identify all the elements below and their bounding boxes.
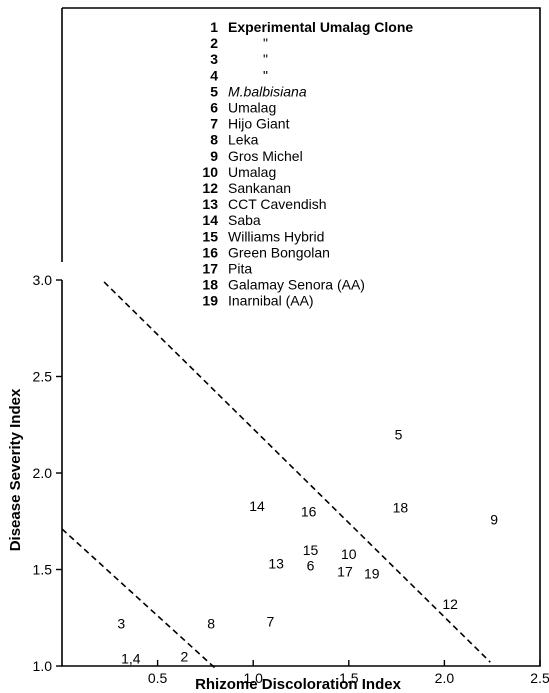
legend-entry: Gros Michel bbox=[228, 148, 303, 164]
legend-entry: Galamay Senora (AA) bbox=[228, 277, 365, 293]
point-label-8: 8 bbox=[207, 616, 215, 632]
legend-number: 14 bbox=[202, 212, 218, 228]
point-label-13: 13 bbox=[268, 556, 284, 572]
legend-number: 10 bbox=[202, 164, 218, 180]
legend-entry: Umalag bbox=[228, 164, 276, 180]
legend-entry: Green Bongolan bbox=[228, 244, 330, 260]
point-label-6: 6 bbox=[307, 558, 315, 574]
point-label-7: 7 bbox=[267, 614, 275, 630]
point-label-14: 14 bbox=[249, 498, 265, 514]
data-point-labels: 1,4 2 3 5 7 8 9 10 12 13 14 15 16 17 18 19 6 bbox=[117, 426, 498, 666]
legend-entry: CCT Cavendish bbox=[228, 196, 327, 212]
x-axis-title: Rhizome Discoloration Index bbox=[195, 676, 402, 693]
legend-number: 19 bbox=[202, 293, 218, 309]
x-tick-label: 2.5 bbox=[530, 670, 549, 686]
legend-entry: " bbox=[263, 67, 268, 83]
point-label-19: 19 bbox=[364, 565, 380, 581]
y-axis-title: Disease Severity Index bbox=[7, 388, 24, 551]
legend-number: 18 bbox=[202, 277, 218, 293]
point-label-12: 12 bbox=[442, 596, 458, 612]
legend-entry: Pita bbox=[228, 261, 252, 277]
legend-number: 5 bbox=[210, 83, 218, 99]
legend-number: 15 bbox=[202, 228, 218, 244]
point-label-18: 18 bbox=[393, 500, 409, 516]
x-tick-label: 0.5 bbox=[148, 670, 168, 686]
legend-number: 12 bbox=[202, 180, 218, 196]
legend-number: 4 bbox=[210, 67, 218, 83]
legend-number: 1 bbox=[210, 19, 218, 35]
point-label-16: 16 bbox=[301, 504, 317, 520]
y-tick-label: 1.5 bbox=[33, 562, 53, 578]
y-tick-label: 2.5 bbox=[33, 369, 53, 385]
x-tick-label: 1.0 bbox=[243, 670, 263, 686]
point-label-15: 15 bbox=[303, 542, 319, 558]
point-label-5: 5 bbox=[395, 426, 403, 442]
point-label-1-4: 1,4 bbox=[121, 650, 141, 666]
legend-number: 16 bbox=[202, 244, 218, 260]
legend-number: 6 bbox=[210, 100, 218, 116]
plot-border bbox=[61, 7, 541, 667]
x-tick-label: 2.0 bbox=[435, 670, 455, 686]
point-label-10: 10 bbox=[341, 546, 357, 562]
x-tick-label: 1.5 bbox=[339, 670, 359, 686]
legend-number: 3 bbox=[210, 51, 218, 67]
dashed-line-2 bbox=[61, 528, 216, 669]
legend-entry: Leka bbox=[228, 132, 259, 148]
point-label-17: 17 bbox=[337, 563, 353, 579]
legend-number: 9 bbox=[210, 148, 218, 164]
legend-entry: Hijo Giant bbox=[228, 116, 290, 132]
legend-entry: " bbox=[263, 51, 268, 67]
point-label-3: 3 bbox=[117, 616, 125, 632]
legend-entry: Williams Hybrid bbox=[228, 228, 324, 244]
axis-ticks: 0.5 1.0 1.5 2.0 2.5 1.0 1.5 2.0 2.5 3.0 bbox=[33, 272, 549, 686]
legend-entry: " bbox=[263, 35, 268, 51]
legend-entry: Umalag bbox=[228, 100, 276, 116]
legend-entry: M.balbisiana bbox=[228, 83, 307, 99]
legend-number: 2 bbox=[210, 35, 218, 51]
plot-frame bbox=[61, 7, 541, 667]
dashed-boundary-lines bbox=[61, 281, 491, 669]
y-tick-label: 2.0 bbox=[33, 465, 53, 481]
legend-entry: Inarnibal (AA) bbox=[228, 293, 314, 309]
y-tick-label: 1.0 bbox=[33, 658, 53, 674]
legend-number: 17 bbox=[202, 261, 218, 277]
legend-number: 7 bbox=[210, 116, 218, 132]
legend: 1 Experimental Umalag Clone 2 " 3 " 4 " 5 M.balbi… bbox=[202, 19, 413, 309]
legend-number: 8 bbox=[210, 132, 218, 148]
y-tick-label: 3.0 bbox=[33, 272, 53, 288]
legend-entry: Experimental Umalag Clone bbox=[228, 19, 413, 35]
legend-entry: Saba bbox=[228, 212, 261, 228]
dashed-line-1 bbox=[103, 281, 491, 663]
legend-entry: Sankanan bbox=[228, 180, 291, 196]
point-label-9: 9 bbox=[490, 511, 498, 527]
point-label-2: 2 bbox=[180, 648, 188, 664]
legend-number: 13 bbox=[202, 196, 218, 212]
